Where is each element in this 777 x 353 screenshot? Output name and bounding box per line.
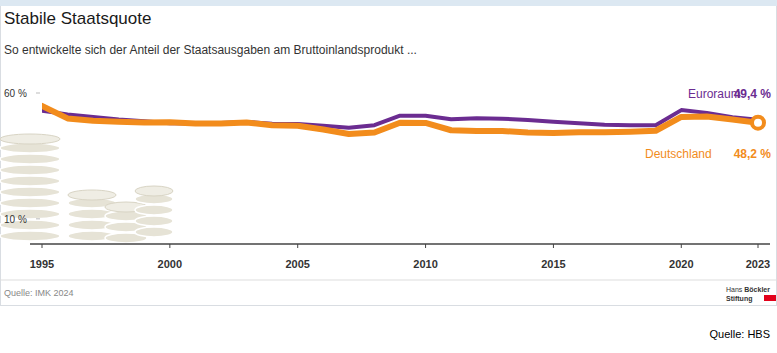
coin xyxy=(135,216,173,226)
frame xyxy=(1,1,777,306)
x-tick-label: 2020 xyxy=(669,258,693,270)
coin xyxy=(68,190,116,200)
x-tick xyxy=(681,244,682,248)
x-tick-label: 2005 xyxy=(285,258,309,270)
plot-area xyxy=(42,106,758,134)
coin xyxy=(0,154,60,164)
coin xyxy=(135,186,173,196)
coin xyxy=(0,134,60,144)
x-tick xyxy=(297,244,298,248)
x-axis xyxy=(30,243,770,245)
data-label: 48,2 % xyxy=(734,147,772,161)
end-marker xyxy=(752,117,764,129)
y-tick xyxy=(36,218,40,219)
coin xyxy=(135,205,173,215)
x-tick xyxy=(425,244,426,248)
x-tick xyxy=(758,244,759,248)
coin xyxy=(0,187,60,197)
logo: Hans Böckler xyxy=(726,286,770,293)
logo: Stiftung xyxy=(726,295,752,303)
series-label: Deutschland xyxy=(645,147,712,161)
y-tick xyxy=(36,93,40,94)
x-tick-label: 1995 xyxy=(30,258,54,270)
chart: Stabile Staatsquote So entwickelte sich d… xyxy=(0,0,777,353)
y-tick-label: 60 % xyxy=(4,88,27,99)
y-tick-label: 10 % xyxy=(4,214,27,225)
series-line xyxy=(42,106,758,134)
x-tick xyxy=(169,244,170,248)
x-tick-label: 2015 xyxy=(541,258,565,270)
coin-decoration xyxy=(0,134,173,243)
coin xyxy=(0,231,60,241)
coin xyxy=(0,165,60,175)
top-strip xyxy=(0,0,777,6)
data-label: 49,4 % xyxy=(734,87,772,101)
subtitle: So entwickelte sich der Anteil der Staat… xyxy=(4,43,417,57)
title: Stabile Staatsquote xyxy=(4,9,151,28)
credit: Quelle: HBS xyxy=(709,328,770,340)
coin xyxy=(135,227,173,237)
x-tick xyxy=(553,244,554,248)
coin xyxy=(0,176,60,186)
logo-mark xyxy=(764,295,776,301)
x-tick-label: 2010 xyxy=(413,258,437,270)
source: Quelle: IMK 2024 xyxy=(4,288,74,298)
x-tick-label: 2023 xyxy=(746,258,770,270)
x-tick xyxy=(42,244,43,248)
coin xyxy=(0,198,60,208)
separator xyxy=(0,280,777,281)
x-tick-label: 2000 xyxy=(158,258,182,270)
